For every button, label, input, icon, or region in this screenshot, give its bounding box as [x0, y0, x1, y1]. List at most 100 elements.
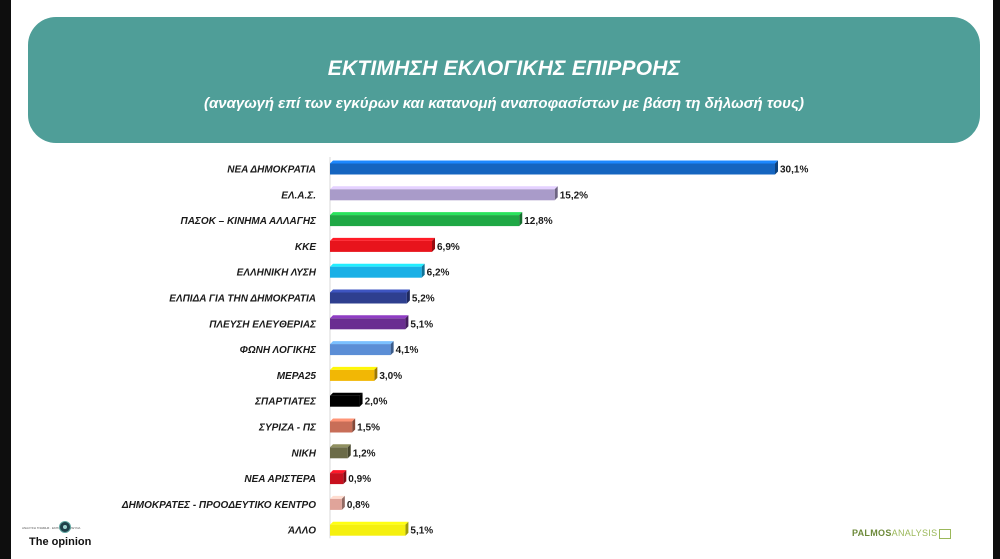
- bar-top-face: [330, 418, 356, 422]
- value-label: 6,2%: [427, 268, 450, 279]
- category-label: ΝΕΑ ΔΗΜΟΚΡΑΤΙΑ: [227, 165, 316, 176]
- bar-top-face: [330, 341, 394, 345]
- category-label: ΕΛ.Α.Σ.: [281, 190, 316, 201]
- bar: [330, 266, 422, 278]
- logo-tagline: ΑΝΑΛΥΣΗ ΓΝΩΜΗΣ · ΕΚΠΟΜΠΗ ΕΡΕΥΝΑ: [22, 526, 81, 530]
- bar-side-face: [405, 315, 409, 330]
- logo-part-2: ANALYSIS: [891, 528, 938, 538]
- bar-top-face: [330, 237, 436, 241]
- value-label: 6,9%: [437, 242, 460, 253]
- bar-side-face: [352, 418, 356, 433]
- bar-group: ΜΕΡΑ25 3,0%: [277, 366, 402, 382]
- category-label: ΦΩΝΗ ΛΟΓΙΚΗΣ: [240, 345, 317, 356]
- bar: [330, 292, 407, 304]
- category-label: ΝΕΑ ΑΡΙΣΤΕΡΑ: [244, 474, 316, 485]
- header-banner: ΕΚΤΙΜΗΣΗ ΕΚΛΟΓΙΚΗΣ ΕΠΙΡΡΟΗΣ (αναγωγή επί…: [28, 17, 980, 143]
- bar-side-face: [405, 521, 409, 536]
- value-label: 4,1%: [396, 345, 419, 356]
- value-label: 12,8%: [524, 216, 552, 227]
- bar: [330, 447, 348, 459]
- value-label: 2,0%: [365, 397, 388, 408]
- palmos-mark-icon: [939, 528, 952, 539]
- bar: [330, 473, 344, 485]
- bar: [330, 189, 555, 201]
- bar-top-face: [330, 186, 558, 190]
- bar-top-face: [330, 315, 409, 319]
- bar-group: ΦΩΝΗ ΛΟΓΙΚΗΣ 4,1%: [240, 341, 419, 356]
- category-label: ΠΛΕΥΣΗ ΕΛΕΥΘΕΡΙΑΣ: [209, 319, 317, 330]
- bar: [330, 395, 360, 407]
- category-label: ΚΚΕ: [295, 242, 316, 253]
- bar-top-face: [330, 160, 778, 164]
- bar-top-face: [330, 289, 410, 293]
- value-label: 15,2%: [560, 190, 588, 201]
- bar-top-face: [330, 392, 363, 396]
- bar-group: ΔΗΜΟΚΡΑΤΕΣ - ΠΡΟΟΔΕΥΤΙΚΟ ΚΕΝΤΡΟ 0,8%: [121, 495, 370, 511]
- bar-top-face: [330, 470, 347, 474]
- bar-side-face: [554, 186, 558, 201]
- category-label: ΜΕΡΑ25: [277, 371, 317, 382]
- bar-group: ΕΛ.Α.Σ. 15,2%: [281, 186, 588, 201]
- bar: [330, 163, 775, 175]
- category-label: ΆΛΛΟ: [287, 526, 316, 537]
- bar-group: ΆΛΛΟ 5,1%: [287, 521, 433, 537]
- category-label: ΠΑΣΟΚ – ΚΙΝΗΜΑ ΑΛΛΑΓΗΣ: [181, 216, 318, 227]
- value-label: 30,1%: [780, 165, 808, 176]
- bar-top-face: [330, 212, 523, 216]
- the-opinion-logo: ΑΝΑΛΥΣΗ ΓΝΩΜΗΣ · ΕΚΠΟΜΠΗ ΕΡΕΥΝΑ The opin…: [22, 521, 112, 551]
- slide: ΕΚΤΙΜΗΣΗ ΕΚΛΟΓΙΚΗΣ ΕΠΙΡΡΟΗΣ (αναγωγή επί…: [11, 0, 993, 559]
- bar-top-face: [330, 521, 409, 525]
- bar-side-face: [347, 444, 351, 459]
- bar-side-face: [374, 366, 378, 381]
- bar-group: ΠΛΕΥΣΗ ΕΛΕΥΘΕΡΙΑΣ 5,1%: [209, 315, 433, 330]
- bar-side-face: [390, 341, 394, 356]
- logo-part-1: PALMOS: [852, 528, 892, 538]
- bar-top-face: [330, 366, 378, 370]
- bar-side-face: [421, 263, 425, 278]
- category-label: ΕΛΠΙΔΑ ΓΙΑ ΤΗΝ ΔΗΜΟΚΡΑΤΙΑ: [169, 294, 316, 305]
- value-label: 3,0%: [379, 371, 402, 382]
- bar-group: ΝΙΚΗ 1,2%: [292, 444, 376, 459]
- bar-top-face: [330, 444, 351, 448]
- bar: [330, 421, 353, 433]
- value-label: 0,9%: [348, 474, 371, 485]
- category-label: ΣΠΑΡΤΙΑΤΕΣ: [254, 397, 317, 408]
- bar-group: ΕΛΛΗΝΙΚΗ ΛΥΣΗ 6,2%: [237, 263, 450, 279]
- bar-group: ΣΥΡΙΖΑ - ΠΣ 1,5%: [258, 418, 380, 434]
- bar-group: ΕΛΠΙΔΑ ΓΙΑ ΤΗΝ ΔΗΜΟΚΡΑΤΙΑ 5,2%: [169, 289, 435, 305]
- chart-subtitle: (αναγωγή επί των εγκύρων και κατανομή αν…: [203, 95, 805, 112]
- category-label: ΝΙΚΗ: [292, 448, 317, 459]
- palmos-analysis-logo: PALMOSANALYSIS: [852, 528, 952, 539]
- value-label: 1,5%: [357, 423, 380, 434]
- value-label: 1,2%: [353, 448, 376, 459]
- bar-group: ΣΠΑΡΤΙΑΤΕΣ 2,0%: [254, 392, 388, 408]
- logo-text: The opinion: [29, 536, 92, 548]
- bar-side-face: [406, 289, 410, 304]
- value-label: 5,1%: [410, 319, 433, 330]
- bar: [330, 524, 406, 536]
- bar-top-face: [330, 495, 345, 499]
- bar: [330, 498, 342, 510]
- bar: [330, 215, 520, 227]
- chart-title: ΕΚΤΙΜΗΣΗ ΕΚΛΟΓΙΚΗΣ ΕΠΙΡΡΟΗΣ: [327, 57, 681, 80]
- bar-side-face: [359, 392, 363, 407]
- value-label: 0,8%: [347, 500, 370, 511]
- value-label: 5,2%: [412, 294, 435, 305]
- bar: [330, 240, 433, 252]
- eye-icon: [59, 521, 71, 533]
- bar: [330, 318, 406, 330]
- value-label: 5,1%: [410, 526, 433, 537]
- bar-group: ΝΕΑ ΔΗΜΟΚΡΑΤΙΑ 30,1%: [227, 160, 808, 176]
- bar: [330, 344, 391, 356]
- bar-group: ΚΚΕ 6,9%: [295, 237, 460, 253]
- bar-group: ΠΑΣΟΚ – ΚΙΝΗΜΑ ΑΛΛΑΓΗΣ 12,8%: [181, 212, 553, 227]
- bar-side-face: [432, 237, 436, 252]
- bar-side-face: [775, 160, 778, 175]
- bar-side-face: [519, 212, 523, 227]
- bar-top-face: [330, 263, 425, 267]
- category-label: ΕΛΛΗΝΙΚΗ ΛΥΣΗ: [237, 268, 317, 279]
- bar-side-face: [343, 470, 347, 485]
- bar: [330, 369, 375, 381]
- category-label: ΔΗΜΟΚΡΑΤΕΣ - ΠΡΟΟΔΕΥΤΙΚΟ ΚΕΝΤΡΟ: [121, 500, 316, 511]
